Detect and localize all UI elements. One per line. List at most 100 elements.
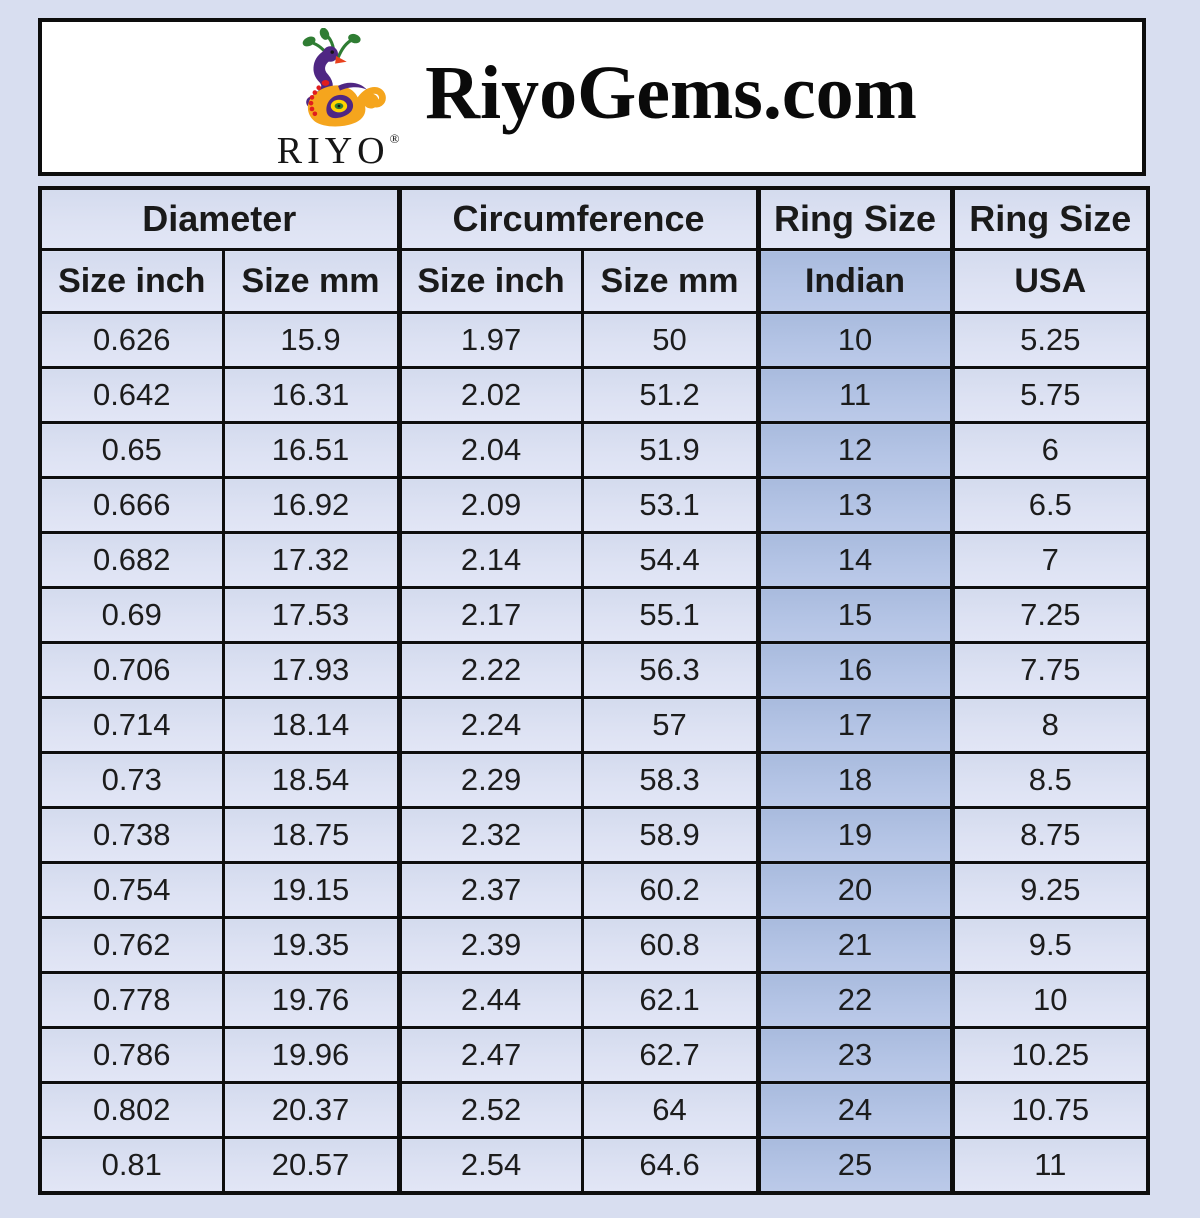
table-cell: 15.9 xyxy=(221,311,401,369)
table-cell: 54.4 xyxy=(580,531,760,589)
logo-wordmark-text: RIYO xyxy=(276,129,390,172)
table-row: 0.666 16.92 2.09 53.1 13 6.5 xyxy=(38,476,1150,534)
table-cell: 17 xyxy=(755,696,954,754)
table-cell: 57 xyxy=(580,696,760,754)
table-cell: 0.762 xyxy=(38,916,225,974)
table-cell: 62.1 xyxy=(580,971,760,1029)
table-cell: 60.2 xyxy=(580,861,760,919)
group-header-diameter: Diameter xyxy=(38,186,401,251)
table-row: 0.762 19.35 2.39 60.8 21 9.5 xyxy=(38,916,1150,974)
table-cell: 2.37 xyxy=(396,861,584,919)
riyo-logo: RIYO ® xyxy=(267,27,409,172)
table-cell: 0.754 xyxy=(38,861,225,919)
table-cell: 17.32 xyxy=(221,531,401,589)
table-cell: 2.24 xyxy=(396,696,584,754)
table-cell: 62.7 xyxy=(580,1026,760,1084)
table-cell: 58.9 xyxy=(580,806,760,864)
table-cell: 53.1 xyxy=(580,476,760,534)
table-cell: 2.02 xyxy=(396,366,584,424)
table-cell: 0.81 xyxy=(38,1136,225,1195)
table-cell: 0.706 xyxy=(38,641,225,699)
column-header-row: Size inch Size mm Size inch Size mm Indi… xyxy=(38,248,1150,314)
table-row: 0.754 19.15 2.37 60.2 20 9.25 xyxy=(38,861,1150,919)
table-cell: 9.25 xyxy=(949,861,1150,919)
table-cell: 0.738 xyxy=(38,806,225,864)
table-cell: 10.75 xyxy=(949,1081,1150,1139)
table-cell: 55.1 xyxy=(580,586,760,644)
table-cell: 25 xyxy=(755,1136,954,1195)
table-cell: 2.29 xyxy=(396,751,584,809)
table-row: 0.65 16.51 2.04 51.9 12 6 xyxy=(38,421,1150,479)
table-row: 0.642 16.31 2.02 51.2 11 5.75 xyxy=(38,366,1150,424)
table-cell: 19.35 xyxy=(221,916,401,974)
table-cell: 0.69 xyxy=(38,586,225,644)
column-header-circumference-mm: Size mm xyxy=(580,248,760,314)
group-header-ring-size-usa: Ring Size xyxy=(949,186,1150,251)
table-cell: 16 xyxy=(755,641,954,699)
table-cell: 2.47 xyxy=(396,1026,584,1084)
table-cell: 14 xyxy=(755,531,954,589)
header-box: RIYO ® RiyoGems.com xyxy=(38,18,1146,176)
table-cell: 12 xyxy=(755,421,954,479)
table-cell: 20.57 xyxy=(221,1136,401,1195)
table-cell: 19.76 xyxy=(221,971,401,1029)
table-cell: 0.626 xyxy=(38,311,225,369)
table-cell: 22 xyxy=(755,971,954,1029)
table-cell: 2.54 xyxy=(396,1136,584,1195)
table-cell: 0.778 xyxy=(38,971,225,1029)
table-cell: 18.14 xyxy=(221,696,401,754)
group-header-row: Diameter Circumference Ring Size Ring Si… xyxy=(38,186,1150,251)
table-cell: 2.09 xyxy=(396,476,584,534)
table-cell: 17.93 xyxy=(221,641,401,699)
group-header-circumference: Circumference xyxy=(396,186,760,251)
table-cell: 20.37 xyxy=(221,1081,401,1139)
table-cell: 0.714 xyxy=(38,696,225,754)
table-cell: 5.75 xyxy=(949,366,1150,424)
peacock-icon xyxy=(267,27,409,134)
table-row: 0.682 17.32 2.14 54.4 14 7 xyxy=(38,531,1150,589)
table-cell: 21 xyxy=(755,916,954,974)
table-cell: 10.25 xyxy=(949,1026,1150,1084)
table-row: 0.69 17.53 2.17 55.1 15 7.25 xyxy=(38,586,1150,644)
table-cell: 2.14 xyxy=(396,531,584,589)
table-cell: 2.17 xyxy=(396,586,584,644)
group-header-ring-size-indian: Ring Size xyxy=(755,186,954,251)
table-cell: 51.9 xyxy=(580,421,760,479)
column-header-indian: Indian xyxy=(755,248,954,314)
table-cell: 2.32 xyxy=(396,806,584,864)
registered-mark: ® xyxy=(389,130,400,146)
table-cell: 58.3 xyxy=(580,751,760,809)
table-cell: 0.802 xyxy=(38,1081,225,1139)
table-cell: 19.15 xyxy=(221,861,401,919)
table-cell: 23 xyxy=(755,1026,954,1084)
table-cell: 16.31 xyxy=(221,366,401,424)
table-cell: 11 xyxy=(755,366,954,424)
table-row: 0.73 18.54 2.29 58.3 18 8.5 xyxy=(38,751,1150,809)
table-row: 0.738 18.75 2.32 58.9 19 8.75 xyxy=(38,806,1150,864)
table-cell: 2.39 xyxy=(396,916,584,974)
table-cell: 10 xyxy=(755,311,954,369)
table-cell: 8.5 xyxy=(949,751,1150,809)
table-cell: 0.73 xyxy=(38,751,225,809)
table-cell: 6.5 xyxy=(949,476,1150,534)
table-cell: 18.54 xyxy=(221,751,401,809)
column-header-diameter-mm: Size mm xyxy=(221,248,401,314)
table-cell: 10 xyxy=(949,971,1150,1029)
brand-title: RiyoGems.com xyxy=(425,50,917,135)
table-row: 0.778 19.76 2.44 62.1 22 10 xyxy=(38,971,1150,1029)
table-cell: 17.53 xyxy=(221,586,401,644)
table-cell: 51.2 xyxy=(580,366,760,424)
table-cell: 0.65 xyxy=(38,421,225,479)
column-header-usa: USA xyxy=(949,248,1150,314)
table-cell: 19 xyxy=(755,806,954,864)
table-cell: 7.25 xyxy=(949,586,1150,644)
table-cell: 16.51 xyxy=(221,421,401,479)
table-row: 0.626 15.9 1.97 50 10 5.25 xyxy=(38,311,1150,369)
table-cell: 18 xyxy=(755,751,954,809)
table-cell: 64 xyxy=(580,1081,760,1139)
table-cell: 7 xyxy=(949,531,1150,589)
table-cell: 6 xyxy=(949,421,1150,479)
table-cell: 0.666 xyxy=(38,476,225,534)
table-row: 0.786 19.96 2.47 62.7 23 10.25 xyxy=(38,1026,1150,1084)
table-cell: 0.786 xyxy=(38,1026,225,1084)
